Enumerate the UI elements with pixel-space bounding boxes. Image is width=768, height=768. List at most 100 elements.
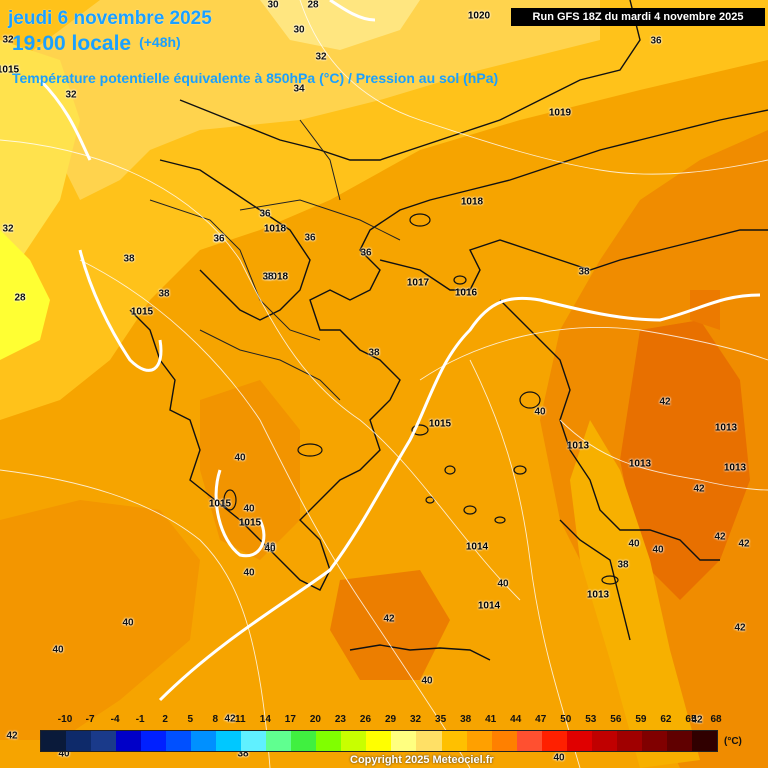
temperature-label: 28 — [14, 292, 26, 304]
temperature-label: 38 — [262, 271, 274, 283]
legend-tick-label: 56 — [610, 714, 622, 725]
temperature-label: 40 — [264, 543, 276, 555]
legend-tick-label: 11 — [234, 714, 246, 725]
legend-swatch — [491, 731, 517, 751]
pressure-label: 1018 — [460, 196, 484, 208]
temperature-label: 42 — [738, 538, 750, 550]
legend-tick-label: 29 — [384, 714, 397, 725]
legend-tick-label: 50 — [560, 714, 572, 725]
legend-color-bar — [40, 730, 718, 752]
legend-swatch — [191, 731, 217, 751]
legend-swatch — [316, 731, 342, 751]
temperature-label: 36 — [360, 247, 372, 259]
legend-swatch — [441, 731, 467, 751]
pressure-label: 1013 — [714, 422, 738, 434]
legend-swatch — [241, 731, 267, 751]
legend-tick-label: -1 — [135, 714, 145, 725]
legend-tick-label: 8 — [212, 714, 219, 725]
pressure-label: 1016 — [454, 287, 478, 299]
legend-tick-label: 62 — [660, 714, 672, 725]
legend-tick-label: 5 — [187, 714, 193, 725]
temperature-label: 38 — [123, 253, 135, 265]
temperature-label: 36 — [259, 208, 271, 220]
legend-swatch — [91, 731, 117, 751]
temperature-label: 40 — [58, 748, 70, 760]
legend-tick-label: 68 — [710, 714, 722, 725]
legend-tick-label: 35 — [435, 714, 447, 725]
legend-tick-label: 14 — [259, 714, 271, 725]
legend-swatch — [566, 731, 592, 751]
temperature-label: 42 — [691, 714, 703, 726]
temperature-label: 30 — [267, 0, 279, 11]
pressure-label: 1013 — [628, 458, 652, 470]
temperature-label: 30 — [293, 24, 305, 36]
temperature-label: 42 — [383, 613, 395, 625]
temperature-label: 36 — [304, 232, 316, 244]
legend-tick-label: -10 — [57, 714, 73, 725]
legend-swatch — [366, 731, 392, 751]
variable-description: Température potentielle équivalente à 85… — [12, 70, 499, 86]
temperature-label: 40 — [264, 541, 276, 553]
forecast-time: 19:00 locale (+48h) — [12, 32, 181, 56]
legend-swatch — [416, 731, 442, 751]
temperature-label: 40 — [52, 644, 64, 656]
temperature-label: 40 — [534, 406, 546, 418]
pressure-label: 1013 — [566, 440, 590, 452]
legend-tick-label: 41 — [485, 714, 497, 725]
legend-swatch — [391, 731, 417, 751]
temperature-label: 42 — [693, 483, 705, 495]
legend-tick-label: -7 — [85, 714, 95, 725]
temperature-label: 40 — [652, 544, 664, 556]
legend-swatch — [141, 731, 167, 751]
pressure-label: 1013 — [586, 589, 610, 601]
legend-swatch — [516, 731, 542, 751]
legend-tick-label: 32 — [409, 714, 422, 725]
legend-swatch — [466, 731, 492, 751]
pressure-label: 1015 — [208, 498, 232, 510]
lead-time: (+48h) — [139, 34, 181, 50]
temperature-label: 42 — [734, 622, 746, 634]
temperature-label: 40 — [553, 752, 565, 764]
local-time: 19:00 locale — [12, 32, 132, 55]
temperature-label: 32 — [2, 223, 14, 235]
legend-swatch — [616, 731, 642, 751]
legend-swatch — [266, 731, 292, 751]
legend-tick-label: 44 — [510, 714, 522, 725]
legend-tick-label: 23 — [334, 714, 346, 725]
legend-swatch — [166, 731, 192, 751]
forecast-date: jeudi 6 novembre 2025 — [8, 8, 212, 29]
pressure-label: 1018 — [265, 271, 289, 283]
temperature-label: 42 — [714, 531, 726, 543]
temperature-label: 40 — [497, 578, 509, 590]
legend-swatch — [541, 731, 567, 751]
pressure-label: 1014 — [465, 541, 489, 553]
legend-tick-label: -4 — [110, 714, 120, 725]
pressure-label: 1015 — [0, 64, 20, 76]
temperature-label: 38 — [578, 266, 590, 278]
temperature-label: 38 — [368, 347, 380, 359]
legend-tick-label: 59 — [635, 714, 647, 725]
temperature-label: 36 — [213, 233, 225, 245]
legend-tick-label: 47 — [535, 714, 547, 725]
temperature-label: 40 — [421, 675, 433, 687]
legend-swatch — [41, 731, 67, 751]
color-legend: -10 -7 -4 -1 2 5 8 11 14 17 20 23 26 29 32 35 38 41 44 47 50… — [40, 712, 742, 768]
legend-unit: (°C) — [724, 736, 742, 747]
legend-swatch — [66, 731, 92, 751]
legend-swatch — [641, 731, 667, 751]
legend-swatch — [591, 731, 617, 751]
temperature-label: 40 — [628, 538, 640, 550]
temperature-label: 42 — [224, 713, 236, 725]
legend-tick-label: 2 — [162, 714, 168, 725]
temperature-label: 38 — [617, 559, 629, 571]
legend-tick-label: 20 — [309, 714, 321, 725]
legend-tick-label: 38 — [460, 714, 472, 725]
temperature-label: 32 — [65, 89, 77, 101]
legend-tick-label: 17 — [284, 714, 296, 725]
pressure-label: 1015 — [130, 306, 154, 318]
legend-swatch — [116, 731, 142, 751]
temperature-label: 36 — [213, 233, 225, 245]
copyright: Copyright 2025 Meteociel.fr — [350, 754, 494, 766]
pressure-label: 1020 — [467, 10, 491, 22]
